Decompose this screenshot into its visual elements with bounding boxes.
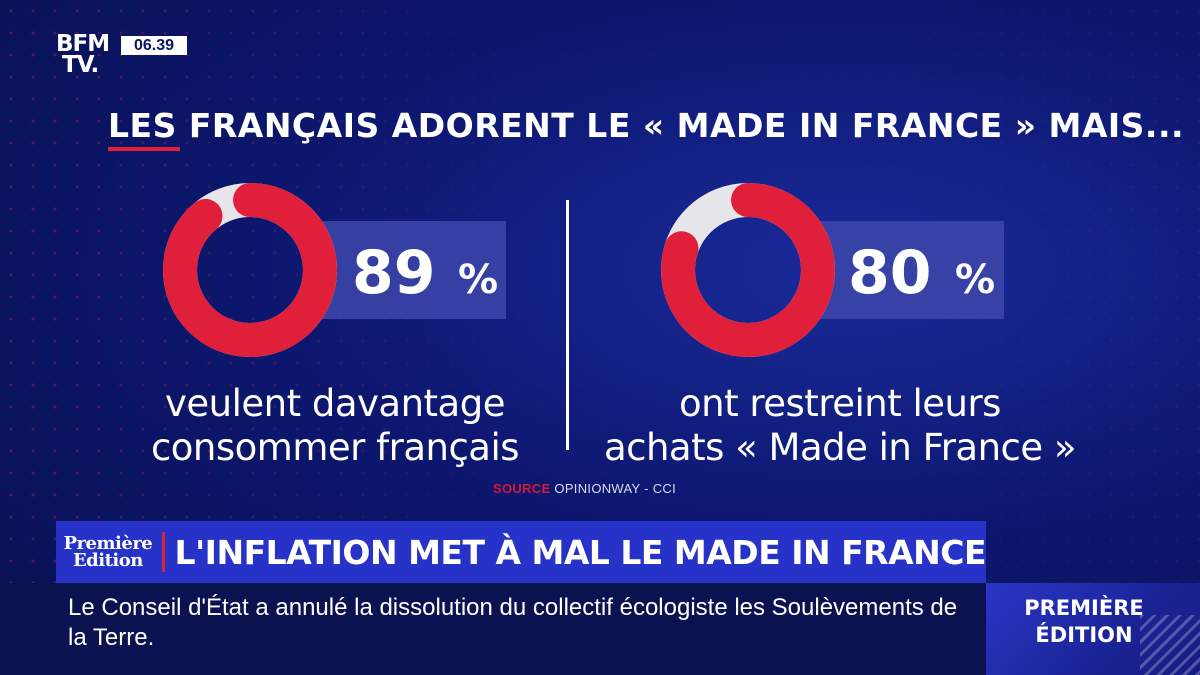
caption-right-line-2: achats « Made in France »	[603, 426, 1077, 469]
value-box-left	[320, 221, 506, 319]
headline: LES FRANÇAIS ADORENT LE « MADE IN FRANCE…	[108, 106, 1185, 145]
bfmtv-logo: BFM TV.	[56, 31, 110, 78]
value-unit-left: %	[458, 257, 498, 303]
source-text: OPINIONWAY - CCI	[554, 481, 676, 496]
corner-stripes-decoration	[1140, 615, 1200, 675]
banner-logo-line-2: Edition	[72, 550, 143, 571]
logo-line-2: TV.	[62, 52, 99, 78]
donut-value-arc-left	[163, 183, 337, 357]
caption-right-line-1: ont restreint leurs	[679, 382, 1001, 425]
caption-left-line-2: consommer français	[150, 426, 520, 469]
caption-right: ont restreint leurs achats « Made in Fra…	[590, 382, 1090, 470]
value-label-right: 80	[848, 238, 932, 308]
lower-third-banner: Première Edition L'INFLATION MET À MAL L…	[56, 521, 987, 583]
headline-underline	[108, 147, 180, 151]
logo-line-1: BFM	[56, 31, 110, 57]
source-note: SOURCE OPINIONWAY - CCI	[493, 481, 676, 496]
ticker-text: Le Conseil d'État a annulé la dissolutio…	[68, 594, 958, 651]
chart-divider	[566, 200, 569, 450]
donut-value-arc-right	[661, 183, 835, 357]
banner-title: L'INFLATION MET À MAL LE MADE IN FRANCE	[174, 532, 987, 572]
caption-left: veulent davantage consommer français	[110, 382, 560, 470]
caption-left-line-1: veulent davantage	[165, 382, 505, 425]
banner-separator	[161, 532, 165, 572]
news-ticker: Le Conseil d'État a annulé la dissolutio…	[0, 583, 986, 675]
corner-line-2: ÉDITION	[1035, 623, 1133, 647]
value-box-right	[818, 221, 1004, 319]
corner-line-1: PREMIÈRE	[1024, 596, 1144, 620]
premiere-edition-logo: Première Edition	[56, 521, 156, 583]
source-label: SOURCE	[493, 481, 551, 496]
program-corner-badge: PREMIÈRE ÉDITION	[986, 583, 1200, 675]
clock-time: 06.39	[121, 36, 187, 55]
corner-text: PREMIÈRE ÉDITION	[1004, 595, 1164, 649]
donut-charts: 89% 80%	[163, 183, 1004, 357]
value-unit-right: %	[955, 257, 995, 303]
banner-logo-line-1: Première	[63, 533, 153, 554]
value-label-left: 89	[352, 238, 436, 308]
